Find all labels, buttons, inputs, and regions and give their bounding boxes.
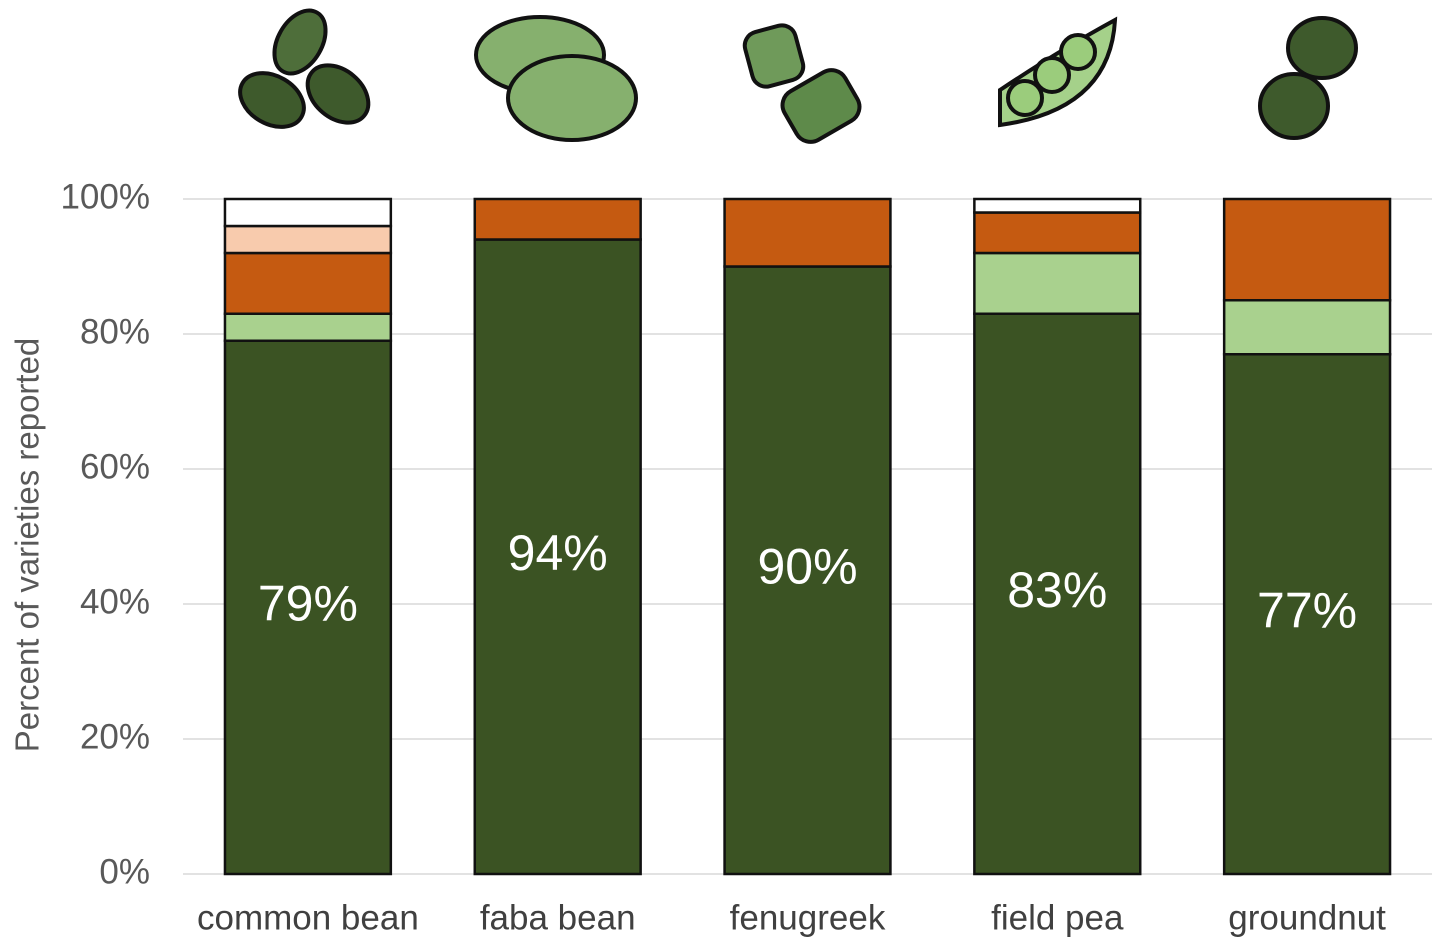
x-tick-label: common bean [197, 898, 419, 937]
bar-segment [973, 211, 1142, 255]
x-tick-label: groundnut [1228, 898, 1386, 937]
y-tick-label: 100% [60, 177, 150, 216]
y-tick-label: 80% [80, 312, 150, 351]
bar-segment [223, 339, 393, 876]
x-tick-label: faba bean [480, 898, 636, 937]
icon-field-pea [998, 16, 1118, 128]
icon-groundnut [1258, 16, 1358, 140]
bar-segment [473, 238, 642, 876]
bar-segment [223, 251, 393, 315]
bar-segment [473, 197, 642, 241]
bar-segment [973, 197, 1142, 214]
icon-fenugreek [742, 23, 862, 144]
bar-segment [973, 312, 1142, 876]
bar-segment [223, 312, 393, 342]
bar-segment [1222, 299, 1392, 356]
y-tick-label: 40% [80, 582, 150, 621]
y-tick-label: 0% [99, 852, 150, 891]
bar-segment [223, 224, 393, 255]
bar-segment [223, 197, 393, 228]
x-tick-label: fenugreek [730, 898, 886, 937]
icon-common-bean [238, 8, 371, 129]
y-axis-label: Percent of varieties reported [9, 338, 46, 753]
icon-faba-bean [474, 15, 638, 142]
x-tick-label: field pea [991, 898, 1124, 937]
value-label: 79% [258, 576, 358, 632]
value-label: 77% [1257, 582, 1357, 638]
value-label: 90% [757, 538, 857, 594]
y-tick-label: 20% [80, 717, 150, 756]
bar-segment [973, 251, 1142, 315]
value-label: 94% [508, 525, 608, 581]
value-label: 83% [1007, 562, 1107, 618]
bar-segment [1222, 353, 1392, 876]
bar-segment [1222, 197, 1392, 302]
y-tick-label: 60% [80, 447, 150, 486]
bar-segment [723, 197, 892, 268]
